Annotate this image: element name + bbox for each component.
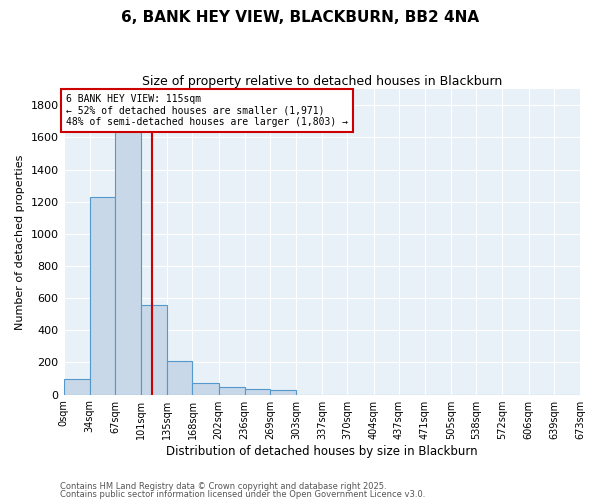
Title: Size of property relative to detached houses in Blackburn: Size of property relative to detached ho…	[142, 75, 502, 88]
Y-axis label: Number of detached properties: Number of detached properties	[15, 154, 25, 330]
Text: Contains HM Land Registry data © Crown copyright and database right 2025.: Contains HM Land Registry data © Crown c…	[60, 482, 386, 491]
X-axis label: Distribution of detached houses by size in Blackburn: Distribution of detached houses by size …	[166, 444, 478, 458]
Text: 6 BANK HEY VIEW: 115sqm
← 52% of detached houses are smaller (1,971)
48% of semi: 6 BANK HEY VIEW: 115sqm ← 52% of detache…	[66, 94, 348, 127]
Bar	[89, 197, 115, 394]
Bar	[193, 384, 218, 394]
Text: Contains public sector information licensed under the Open Government Licence v3: Contains public sector information licen…	[60, 490, 425, 499]
Text: 6, BANK HEY VIEW, BLACKBURN, BB2 4NA: 6, BANK HEY VIEW, BLACKBURN, BB2 4NA	[121, 10, 479, 25]
Bar	[245, 388, 270, 394]
Bar	[167, 361, 193, 394]
Bar	[141, 304, 167, 394]
Bar	[270, 390, 296, 394]
Bar	[64, 380, 89, 394]
Bar	[115, 128, 141, 394]
Bar	[218, 387, 245, 394]
